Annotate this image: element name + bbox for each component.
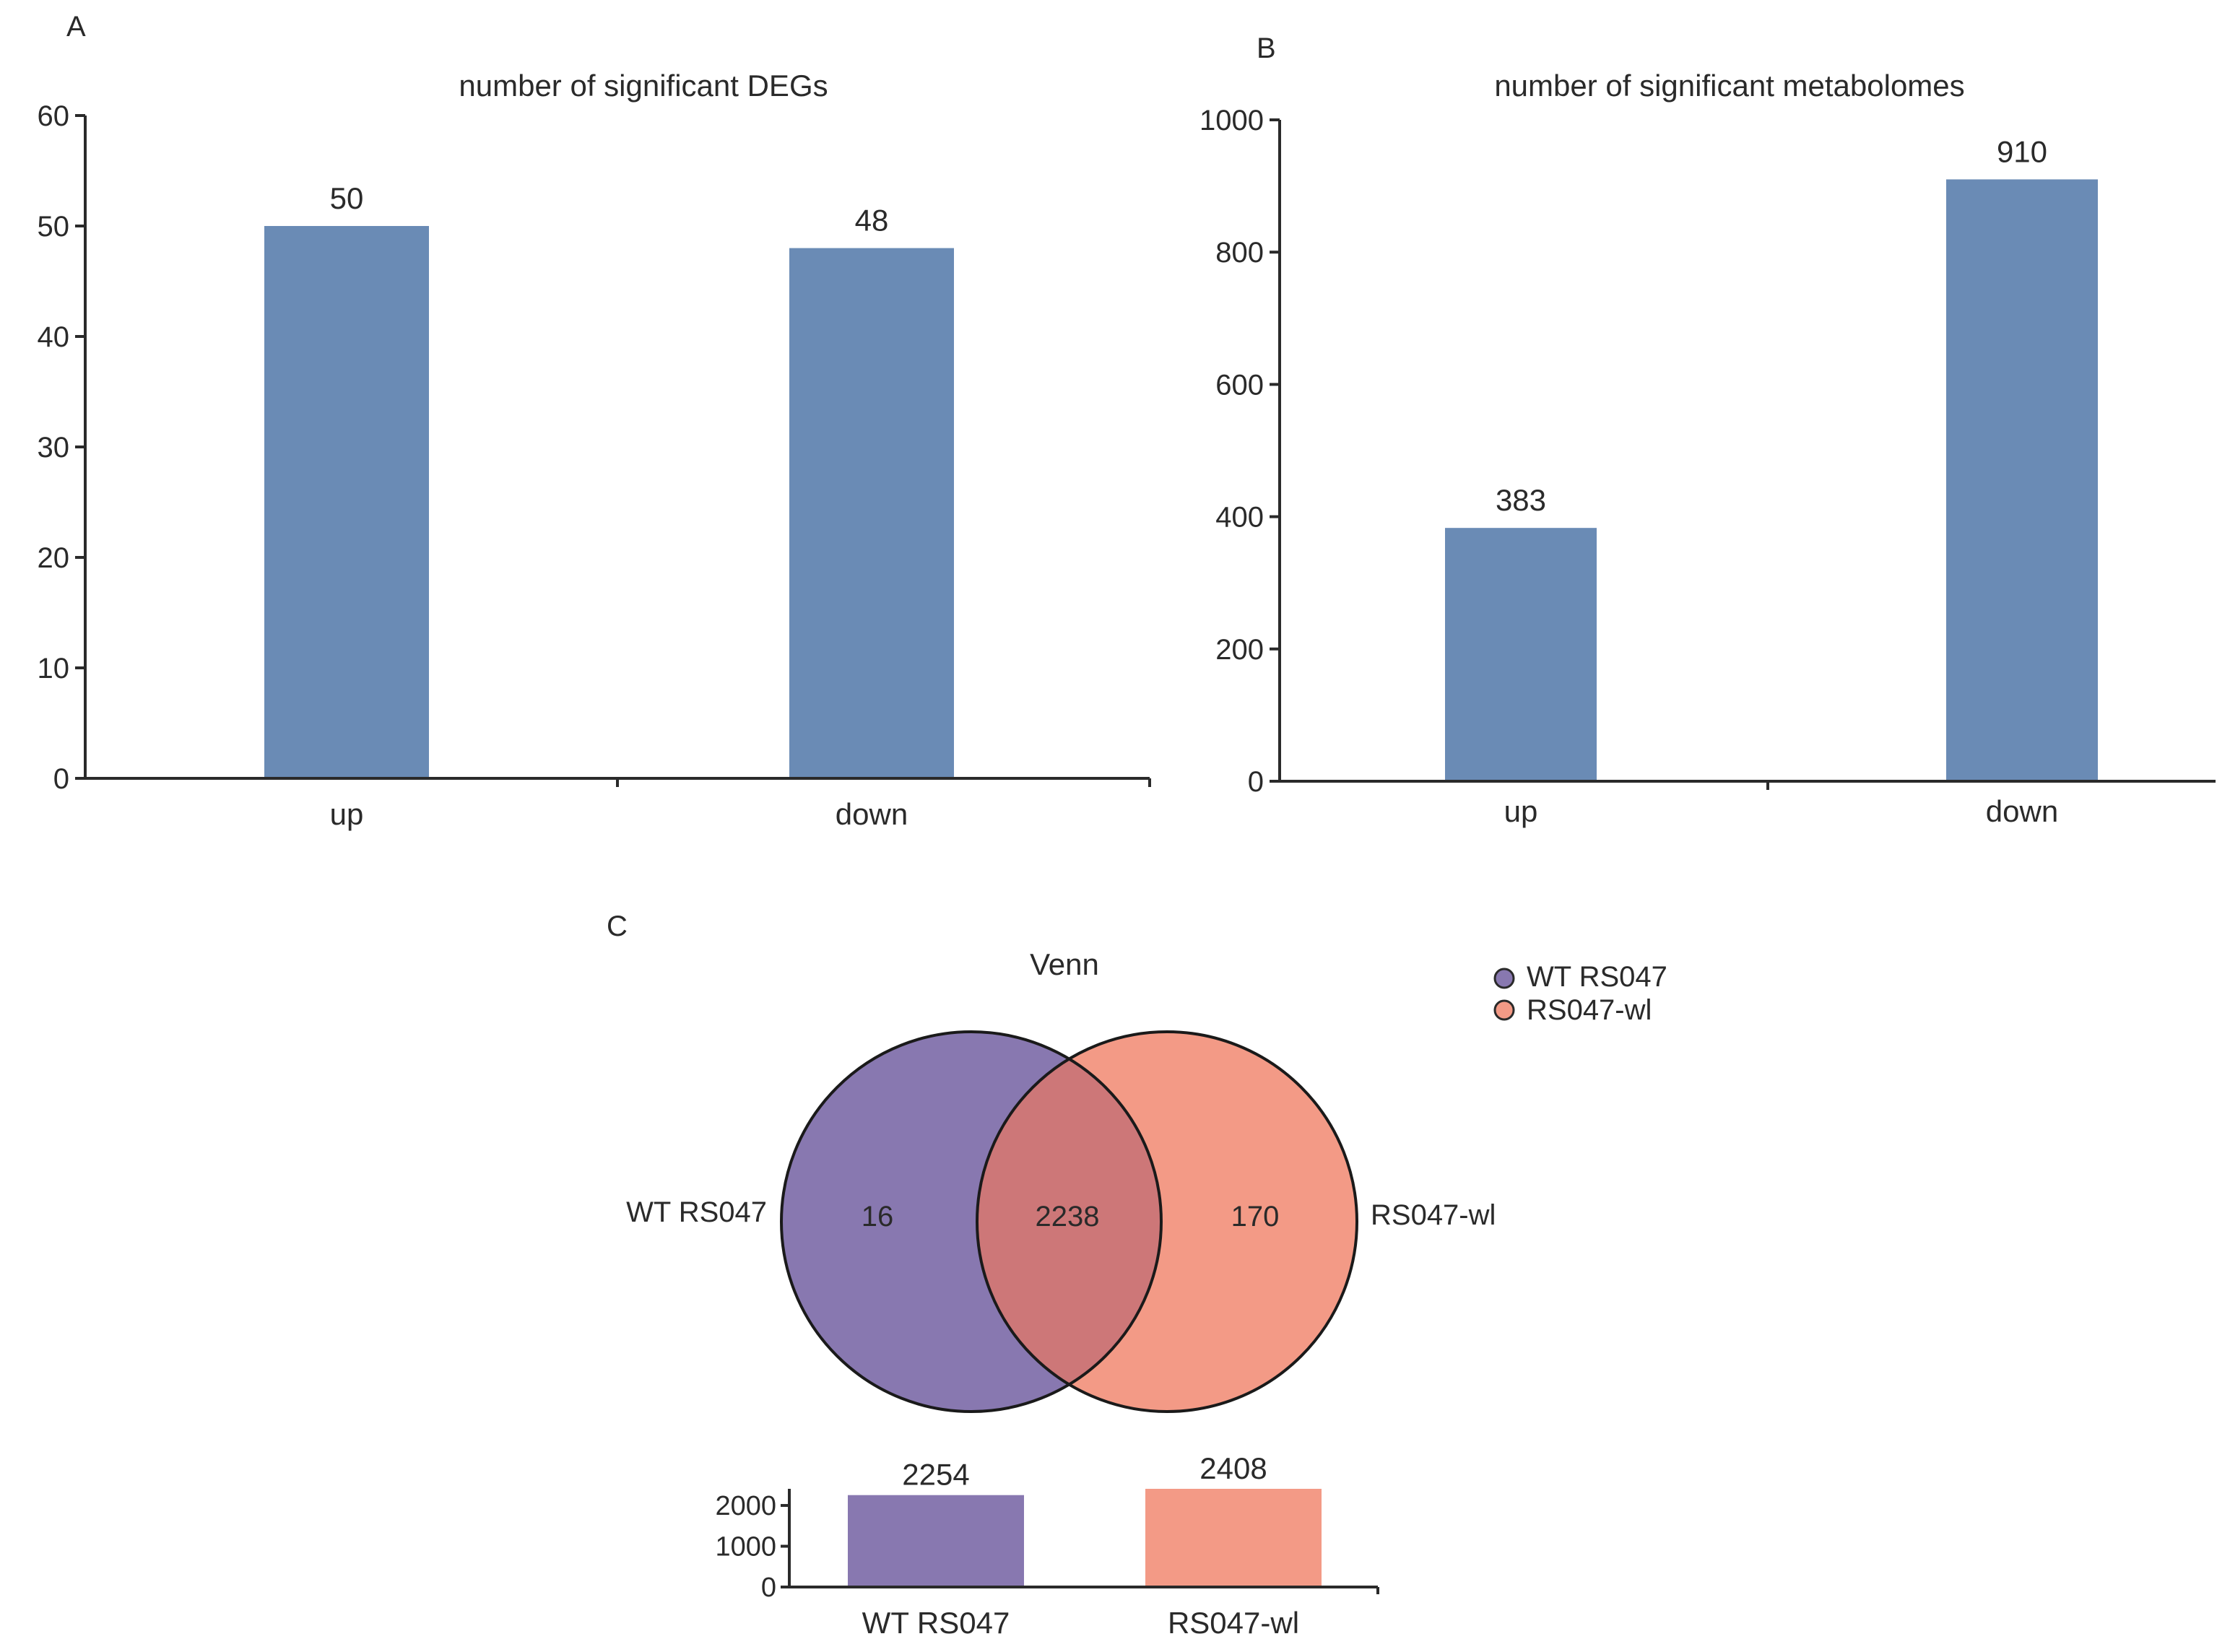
totals-bar-wt-rs047 bbox=[848, 1495, 1024, 1587]
panel-c-letter: C bbox=[607, 910, 628, 942]
panel-b-y-ticks: 0 200 400 600 800 1000 bbox=[1199, 105, 1280, 798]
y-tick-label-30: 30 bbox=[38, 432, 70, 464]
legend-swatch-wt-rs047 bbox=[1493, 968, 1515, 989]
venn-title: Venn bbox=[1030, 947, 1099, 981]
panel-b-letter: B bbox=[1257, 32, 1276, 64]
data-label-down: 910 bbox=[1997, 134, 2047, 168]
y-tick-label-400: 400 bbox=[1215, 502, 1264, 534]
totals-axes bbox=[788, 1489, 1378, 1588]
panel-a-title: number of significant DEGs bbox=[459, 69, 828, 103]
y-tick-label-60: 60 bbox=[38, 100, 70, 132]
venn-count-wl-only: 170 bbox=[1231, 1201, 1280, 1233]
x-label-up: up bbox=[330, 797, 364, 831]
totals-bars: 2254 2408 bbox=[848, 1451, 1322, 1587]
panel-b-title: number of significant metabolomes bbox=[1494, 69, 1964, 103]
x-label-up: up bbox=[1504, 794, 1538, 828]
panel-a-y-ticks: 0 10 20 30 40 50 60 bbox=[38, 100, 85, 795]
legend-label-rs047-wl: RS047-wl bbox=[1527, 994, 1652, 1026]
totals-tick-label-2000: 2000 bbox=[715, 1491, 776, 1521]
panel-a-axes bbox=[84, 116, 1150, 780]
venn-count-intersection: 2238 bbox=[1036, 1201, 1100, 1233]
totals-y-ticks: 0 1000 2000 bbox=[715, 1491, 789, 1603]
y-tick-label-20: 20 bbox=[38, 542, 70, 574]
data-label-down: 48 bbox=[855, 204, 889, 238]
panel-a-letter: A bbox=[66, 11, 86, 43]
panel-a-bars: 50 48 bbox=[264, 181, 954, 779]
totals-data-label-rs047-wl: 2408 bbox=[1199, 1451, 1267, 1485]
panel-a-x-labels: up down bbox=[330, 797, 908, 831]
venn-legend: WT RS047 RS047-wl bbox=[1493, 961, 1667, 1026]
venn-side-label-rs047-wl: RS047-wl bbox=[1371, 1199, 1496, 1231]
y-tick-label-40: 40 bbox=[38, 321, 70, 353]
panel-b: B number of significant metabolomes 0 200… bbox=[1199, 32, 2216, 828]
y-tick-label-10: 10 bbox=[38, 653, 70, 684]
totals-x-labels: WT RS047 RS047-wl bbox=[862, 1606, 1299, 1640]
y-tick-label-200: 200 bbox=[1215, 634, 1264, 666]
bar-up bbox=[1445, 528, 1597, 781]
y-tick-label-0: 0 bbox=[53, 763, 69, 795]
panel-b-axes bbox=[1278, 120, 2216, 783]
legend-label-wt-rs047: WT RS047 bbox=[1527, 961, 1667, 993]
venn-outline-rs047-wl bbox=[976, 1030, 1358, 1413]
panel-b-bars: 383 910 bbox=[1445, 134, 2098, 781]
venn-intersection-region bbox=[977, 1032, 1161, 1412]
panel-c: C Venn WT RS047 RS047-wl 16 2238 170 WT … bbox=[607, 910, 1667, 1640]
x-label-down: down bbox=[1986, 794, 2058, 828]
data-label-up: 383 bbox=[1496, 483, 1546, 517]
y-tick-label-1000: 1000 bbox=[1199, 105, 1264, 136]
y-tick-label-50: 50 bbox=[38, 211, 70, 243]
bar-down bbox=[1946, 179, 2098, 781]
y-tick-label-600: 600 bbox=[1215, 369, 1264, 401]
totals-bar-rs047-wl bbox=[1145, 1489, 1322, 1587]
y-tick-label-0: 0 bbox=[1248, 766, 1264, 798]
venn-outline-wt-rs047 bbox=[780, 1030, 1163, 1413]
x-label-down: down bbox=[836, 797, 908, 831]
totals-tick-label-1000: 1000 bbox=[715, 1532, 776, 1562]
y-tick-label-800: 800 bbox=[1215, 237, 1264, 269]
legend-swatch-rs047-wl bbox=[1493, 999, 1515, 1021]
panel-a: A number of significant DEGs 0 10 20 30 40 50… bbox=[38, 11, 1151, 831]
totals-x-label-rs047-wl: RS047-wl bbox=[1168, 1606, 1299, 1640]
venn-count-wt-only: 16 bbox=[862, 1201, 894, 1233]
panel-b-x-labels: up down bbox=[1504, 794, 2059, 828]
bar-up bbox=[264, 226, 429, 778]
data-label-up: 50 bbox=[330, 181, 364, 215]
totals-data-label-wt-rs047: 2254 bbox=[902, 1458, 969, 1492]
totals-tick-label-0: 0 bbox=[761, 1573, 776, 1603]
venn-side-label-wt-rs047: WT RS047 bbox=[626, 1196, 767, 1228]
totals-x-label-wt-rs047: WT RS047 bbox=[862, 1606, 1010, 1640]
bar-down bbox=[789, 248, 954, 779]
